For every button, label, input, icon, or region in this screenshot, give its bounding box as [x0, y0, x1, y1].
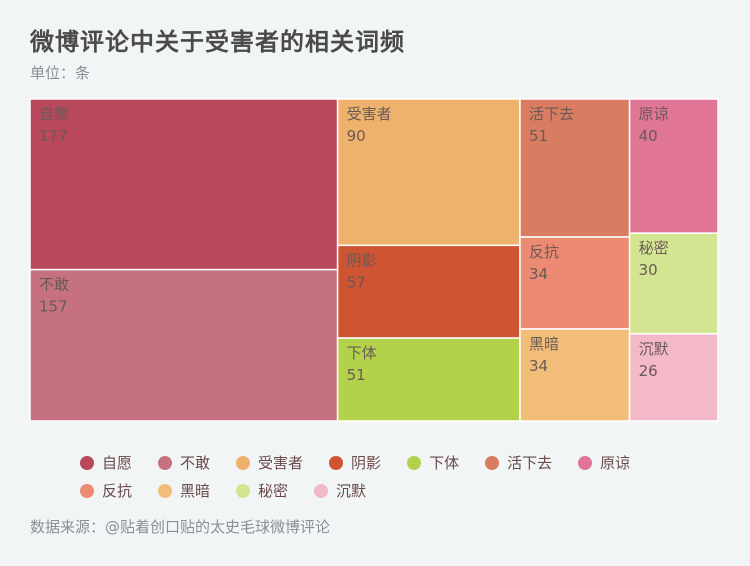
legend-item[interactable]: 下体: [407, 452, 459, 473]
legend-item[interactable]: 阴影: [329, 452, 381, 473]
legend-label: 不敢: [180, 454, 211, 472]
legend-label: 反抗: [102, 482, 133, 500]
legend-dot-icon: [485, 455, 500, 470]
cell-value: 40: [639, 127, 658, 145]
legend-dot-icon: [80, 483, 94, 498]
cell-label: 不敢: [39, 276, 69, 294]
legend-dot-icon: [80, 455, 94, 470]
cell-label: 活下去: [529, 105, 574, 123]
treemap-cell: 下体 51: [336, 337, 521, 422]
cell-value: 157: [39, 298, 68, 316]
cell-value: 26: [639, 362, 658, 380]
legend-item[interactable]: 反抗: [80, 480, 132, 501]
cell-value: 30: [639, 261, 658, 279]
legend-item[interactable]: 沉默: [314, 480, 366, 501]
legend-dot-icon: [236, 455, 251, 470]
treemap-rect: [628, 333, 719, 422]
cell-value: 34: [529, 357, 548, 375]
treemap-cell: 反抗 34: [519, 236, 631, 330]
legend-label: 阴影: [351, 454, 382, 472]
treemap-rect: [336, 98, 521, 247]
legend-label: 秘密: [258, 482, 289, 500]
cell-label: 反抗: [529, 243, 559, 261]
treemap-cell: 原谅 40: [628, 98, 719, 234]
legend-label: 沉默: [336, 482, 367, 500]
treemap-cell: 活下去 51: [519, 98, 631, 238]
treemap-cell: 受害者 90: [336, 98, 521, 247]
cell-label: 沉默: [639, 340, 669, 358]
legend-label: 原谅: [600, 454, 631, 472]
legend-dot-icon: [578, 455, 593, 470]
cell-label: 下体: [347, 344, 377, 362]
chart-title: 微博评论中关于受害者的相关词频: [30, 28, 405, 56]
treemap-chart: 自愿 177 不敢 157 受害者 90 阴影 57 下体 51 活下去 51 反抗 34 黑暗 34 原谅 40…: [29, 98, 719, 422]
legend-label: 自愿: [102, 454, 133, 472]
legend-dot-icon: [158, 455, 173, 470]
treemap-rect: [519, 328, 631, 422]
legend-item[interactable]: 自愿: [80, 452, 132, 473]
legend-dot-icon: [407, 455, 422, 470]
treemap-rect: [628, 98, 719, 234]
legend-item[interactable]: 秘密: [236, 480, 288, 501]
legend-item[interactable]: 活下去: [485, 452, 552, 473]
treemap-cell: 黑暗 34: [519, 328, 631, 422]
legend-item[interactable]: 黑暗: [158, 480, 210, 501]
treemap-cell: 沉默 26: [628, 333, 719, 422]
legend-item[interactable]: 受害者: [236, 452, 303, 473]
chart-unit-label: 单位：条: [30, 64, 91, 82]
treemap-rect: [336, 337, 521, 422]
legend-item[interactable]: 不敢: [158, 452, 210, 473]
data-source: 数据来源：@贴着创口贴的太史毛球微博评论: [30, 518, 331, 536]
treemap-rect: [29, 98, 339, 271]
legend-dot-icon: [158, 483, 173, 498]
legend-dot-icon: [236, 483, 251, 498]
cell-label: 黑暗: [529, 335, 559, 353]
cell-label: 原谅: [639, 105, 669, 123]
cell-value: 51: [347, 366, 366, 384]
legend-label: 黑暗: [180, 482, 211, 500]
cell-label: 受害者: [347, 105, 392, 123]
chart-legend: 自愿 不敢 受害者 阴影 下体 活下去 原谅反抗 黑暗 秘密 沉默: [80, 452, 720, 501]
treemap-cell: 不敢 157: [29, 268, 339, 422]
legend-label: 下体: [429, 454, 460, 472]
cell-value: 34: [529, 265, 548, 283]
treemap-cell: 自愿 177: [29, 98, 339, 271]
treemap-cell: 阴影 57: [336, 244, 521, 339]
cell-label: 阴影: [347, 251, 377, 269]
cell-label: 秘密: [639, 239, 669, 257]
cell-value: 90: [347, 127, 366, 145]
legend-item[interactable]: 原谅: [578, 452, 630, 473]
treemap-rect: [628, 232, 719, 335]
legend-label: 受害者: [258, 454, 304, 472]
treemap-rect: [29, 268, 339, 422]
cell-value: 57: [347, 273, 366, 291]
cell-value: 51: [529, 127, 548, 145]
legend-dot-icon: [314, 483, 329, 498]
legend-label: 活下去: [507, 454, 553, 472]
treemap-cell: 秘密 30: [628, 232, 719, 335]
cell-value: 177: [39, 127, 68, 145]
legend-dot-icon: [329, 455, 344, 470]
cell-label: 自愿: [39, 105, 69, 123]
